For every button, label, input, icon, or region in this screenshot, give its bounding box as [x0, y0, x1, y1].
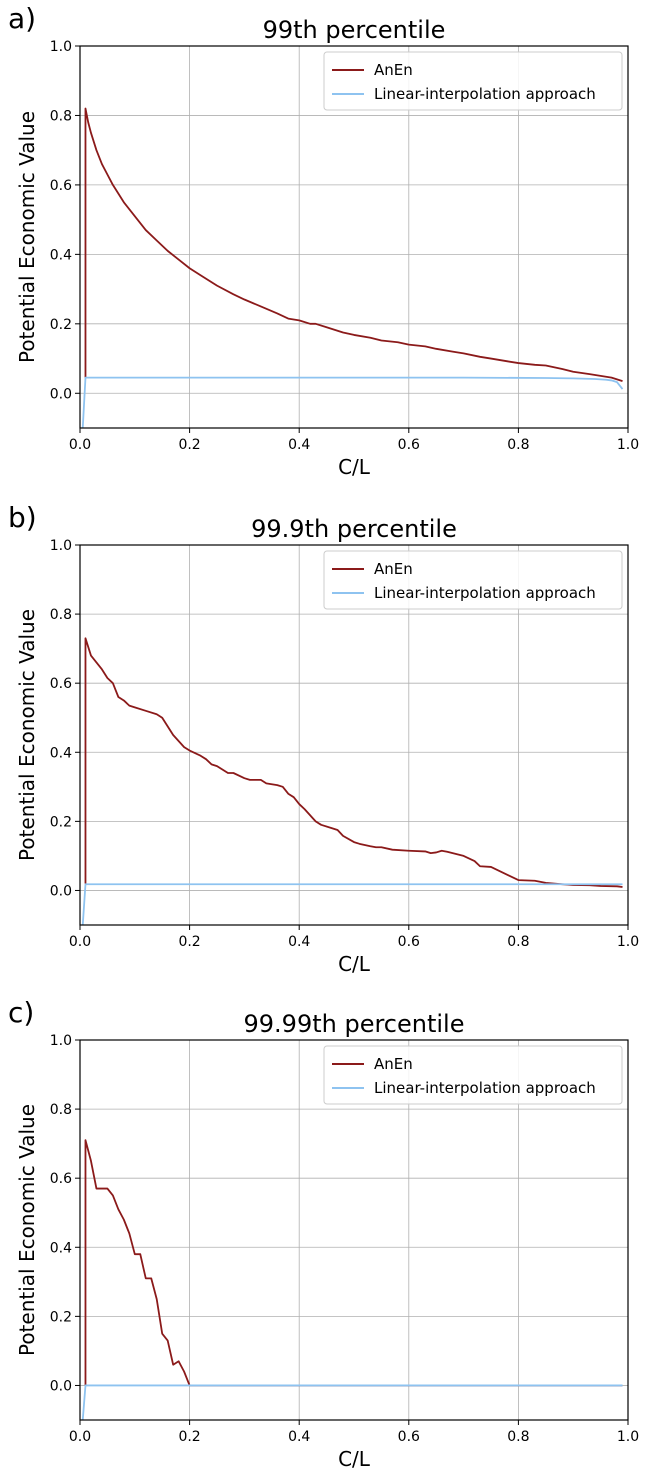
legend-entry: Linear-interpolation approach	[374, 584, 596, 602]
plot-frame	[79, 45, 629, 429]
series-line-anen	[84, 107, 623, 382]
panel-label: c)	[8, 996, 34, 1029]
y-tick-label: 0.0	[50, 386, 72, 402]
y-tick-label: 1.0	[50, 538, 72, 554]
chart-panel-3: c) 99.99th percentile 0.0 0.2 0.4 0.6 0.8 1.0 0.…	[8, 996, 639, 1470]
x-tick-label: 0.8	[507, 437, 529, 453]
panel-label: a)	[8, 2, 36, 35]
x-tick-label: 0.6	[398, 1429, 420, 1445]
x-tick-label: 0.0	[69, 934, 91, 950]
x-axis-label: C/L	[338, 1447, 371, 1470]
x-axis-label: C/L	[338, 455, 371, 479]
x-axis-label: C/L	[338, 952, 371, 976]
plot-frame	[79, 544, 629, 926]
y-tick-label: 1.0	[50, 1033, 72, 1049]
series-line-anen	[84, 637, 623, 888]
series-line-linear-interpolation	[81, 1384, 623, 1420]
legend-box	[323, 51, 623, 111]
x-tick-label: 0.6	[398, 437, 420, 453]
x-tick-label: 0.4	[288, 437, 310, 453]
y-axis-label: Potential Economic Value	[15, 609, 39, 861]
chart-panel-1: a) 99th percentile 0.0 0.2 0.4 0.6 0.8 1.0 0.0 0.…	[8, 2, 639, 479]
y-tick-label: 0.2	[50, 1309, 72, 1325]
y-tick-label: 0.4	[50, 745, 72, 761]
legend-entry: Linear-interpolation approach	[374, 85, 596, 103]
y-tick-label: 0.8	[50, 108, 72, 124]
y-tick-label: 0.6	[50, 1171, 72, 1187]
y-tick-label: 0.4	[50, 1240, 72, 1256]
x-tick-label: 1.0	[617, 1429, 639, 1445]
x-tick-label: 0.2	[178, 437, 200, 453]
x-tick-label: 0.2	[178, 1429, 200, 1445]
y-axis-label: Potential Economic Value	[15, 111, 39, 363]
legend: AnEn Linear-interpolation approach	[323, 1045, 623, 1105]
legend-entry: AnEn	[374, 1055, 413, 1073]
panel-label: b)	[8, 501, 37, 534]
y-tick-label: 0.6	[50, 676, 72, 692]
chart-title: 99.99th percentile	[244, 1010, 465, 1038]
plot-frame	[79, 1039, 629, 1421]
x-tick-label: 1.0	[617, 934, 639, 950]
chart-panel-2: b) 99.9th percentile 0.0 0.2 0.4 0.6 0.8 1.0 0.0…	[8, 501, 639, 976]
legend-box	[323, 1045, 623, 1105]
y-tick-label: 0.6	[50, 178, 72, 194]
y-tick-label: 0.4	[50, 247, 72, 263]
x-tick-label: 0.8	[507, 934, 529, 950]
legend-entry: AnEn	[374, 61, 413, 79]
x-tick-label: 0.0	[69, 437, 91, 453]
x-tick-label: 0.6	[398, 934, 420, 950]
chart-title: 99.9th percentile	[251, 515, 457, 543]
y-tick-label: 0.0	[50, 883, 72, 899]
y-tick-label: 1.0	[50, 39, 72, 55]
series-line-anen	[84, 1139, 623, 1387]
x-tick-label: 0.2	[178, 934, 200, 950]
x-tick-label: 0.4	[288, 1429, 310, 1445]
legend: AnEn Linear-interpolation approach	[323, 550, 623, 610]
legend-box	[323, 550, 623, 610]
x-tick-label: 0.4	[288, 934, 310, 950]
series-line-linear-interpolation	[81, 376, 624, 428]
series-line-linear-interpolation	[81, 883, 623, 925]
x-tick-label: 1.0	[617, 437, 639, 453]
chart-title: 99th percentile	[263, 16, 446, 44]
y-tick-label: 0.8	[50, 607, 72, 623]
legend-entry: AnEn	[374, 560, 413, 578]
x-tick-label: 0.0	[69, 1429, 91, 1445]
x-tick-label: 0.8	[507, 1429, 529, 1445]
y-tick-label: 0.0	[50, 1378, 72, 1394]
y-tick-label: 0.2	[50, 317, 72, 333]
legend: AnEn Linear-interpolation approach	[323, 51, 623, 111]
y-axis-label: Potential Economic Value	[15, 1104, 39, 1356]
legend-entry: Linear-interpolation approach	[374, 1079, 596, 1097]
y-tick-label: 0.8	[50, 1102, 72, 1118]
y-tick-label: 0.2	[50, 814, 72, 830]
